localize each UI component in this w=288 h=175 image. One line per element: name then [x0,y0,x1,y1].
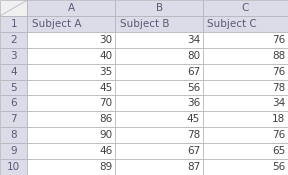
Bar [203,80,288,95]
Text: 45: 45 [99,82,112,93]
Bar [203,32,288,48]
Bar [27,16,115,32]
Text: 80: 80 [187,51,200,61]
Bar [115,127,203,143]
Bar [115,0,203,16]
Bar [203,95,288,111]
Bar [115,111,203,127]
Text: 5: 5 [10,82,17,93]
Text: 90: 90 [99,130,112,140]
Text: 7: 7 [10,114,17,124]
Bar [115,48,203,64]
Bar [0,159,27,175]
Bar [0,16,27,32]
Bar [115,16,203,32]
Text: 89: 89 [99,162,112,172]
Bar [203,48,288,64]
Bar [27,95,115,111]
Text: 78: 78 [187,130,200,140]
Bar [0,127,27,143]
Text: 18: 18 [272,114,285,124]
Text: 30: 30 [99,35,112,45]
Text: B: B [156,3,163,13]
Text: 9: 9 [10,146,17,156]
Bar [203,111,288,127]
Text: C: C [242,3,249,13]
Bar [115,32,203,48]
Bar [27,111,115,127]
Bar [27,32,115,48]
Text: Subject C: Subject C [207,19,257,29]
Text: 34: 34 [272,98,285,108]
Bar [27,159,115,175]
Text: 34: 34 [187,35,200,45]
Bar [203,143,288,159]
Text: A: A [68,3,75,13]
Text: 2: 2 [10,35,17,45]
Bar [0,32,27,48]
Bar [0,95,27,111]
Bar [27,48,115,64]
Text: 3: 3 [10,51,17,61]
Bar [27,127,115,143]
Bar [203,64,288,80]
Bar [0,143,27,159]
Bar [0,0,27,16]
Text: 36: 36 [187,98,200,108]
Text: 87: 87 [187,162,200,172]
Text: 76: 76 [272,35,285,45]
Bar [0,64,27,80]
Text: 40: 40 [99,51,112,61]
Text: 88: 88 [272,51,285,61]
Bar [27,80,115,95]
Bar [0,111,27,127]
Text: 6: 6 [10,98,17,108]
Text: 78: 78 [272,82,285,93]
Bar [203,127,288,143]
Bar [115,143,203,159]
Bar [115,159,203,175]
Text: 10: 10 [7,162,20,172]
Text: 76: 76 [272,130,285,140]
Text: 56: 56 [272,162,285,172]
Bar [115,80,203,95]
Bar [115,95,203,111]
Bar [27,64,115,80]
Text: 67: 67 [187,67,200,77]
Text: 45: 45 [187,114,200,124]
Text: 86: 86 [99,114,112,124]
Text: 1: 1 [10,19,17,29]
Text: 76: 76 [272,67,285,77]
Text: 56: 56 [187,82,200,93]
Bar [27,0,115,16]
Text: 46: 46 [99,146,112,156]
Text: 65: 65 [272,146,285,156]
Bar [203,16,288,32]
Text: 35: 35 [99,67,112,77]
Text: 67: 67 [187,146,200,156]
Text: 70: 70 [99,98,112,108]
Bar [0,80,27,95]
Text: Subject B: Subject B [120,19,169,29]
Text: 4: 4 [10,67,17,77]
Bar [27,143,115,159]
Text: 8: 8 [10,130,17,140]
Bar [0,48,27,64]
Bar [203,0,288,16]
Bar [115,64,203,80]
Bar [203,159,288,175]
Text: Subject A: Subject A [32,19,81,29]
